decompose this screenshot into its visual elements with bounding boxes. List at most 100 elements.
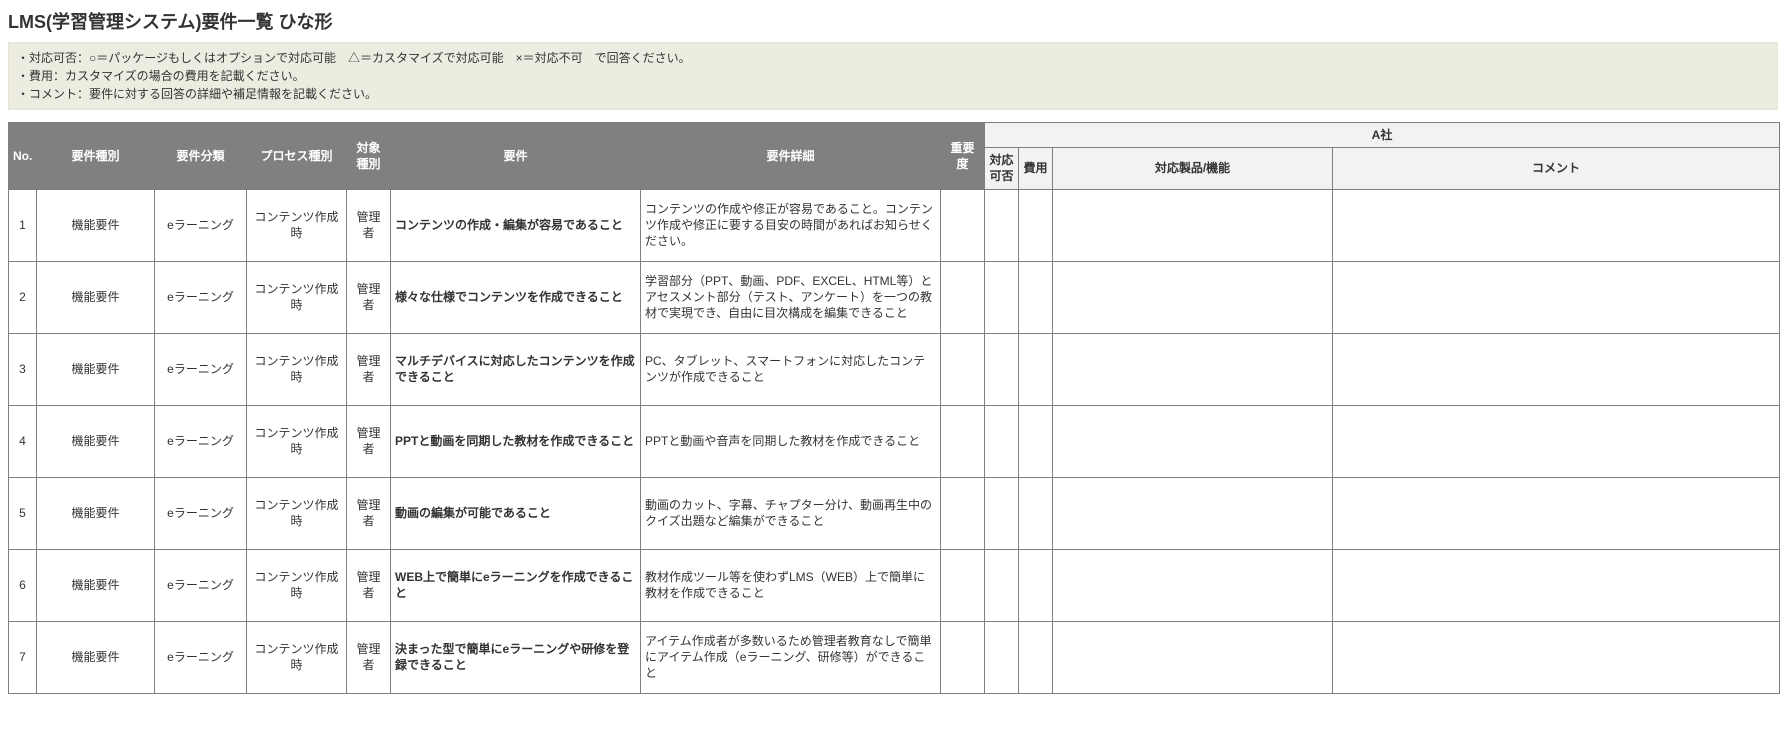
requirements-table: No. 要件種別 要件分類 プロセス種別 対象種別 要件 要件詳細 重要度 A社… [8, 122, 1780, 694]
cell-comment [1333, 189, 1780, 261]
col-supported: 対応可否 [985, 148, 1019, 189]
cell-process-type: コンテンツ作成時 [247, 549, 347, 621]
col-requirement: 要件 [391, 123, 641, 190]
cell-cost [1019, 477, 1053, 549]
cell-req-category: eラーニング [155, 261, 247, 333]
cell-process-type: コンテンツ作成時 [247, 621, 347, 693]
cell-cost [1019, 333, 1053, 405]
cell-comment [1333, 333, 1780, 405]
col-product: 対応製品/機能 [1053, 148, 1333, 189]
cell-supported [985, 549, 1019, 621]
cell-detail: PC、タブレット、スマートフォンに対応したコンテンツが作成できること [641, 333, 941, 405]
cell-detail: 動画のカット、字幕、チャプター分け、動画再生中のクイズ出題など編集ができること [641, 477, 941, 549]
cell-cost [1019, 189, 1053, 261]
notes-box: ・対応可否：○＝パッケージもしくはオプションで対応可能 △＝カスタマイズで対応可… [8, 42, 1778, 110]
cell-no: 3 [9, 333, 37, 405]
cell-detail: 教材作成ツール等を使わずLMS（WEB）上で簡単に教材を作成できること [641, 549, 941, 621]
cell-supported [985, 333, 1019, 405]
col-comment: コメント [1333, 148, 1780, 189]
col-importance: 重要度 [941, 123, 985, 190]
cell-comment [1333, 261, 1780, 333]
col-process-type: プロセス種別 [247, 123, 347, 190]
cell-req-category: eラーニング [155, 189, 247, 261]
cell-comment [1333, 549, 1780, 621]
cell-cost [1019, 261, 1053, 333]
cell-comment [1333, 477, 1780, 549]
cell-req-type: 機能要件 [37, 261, 155, 333]
cell-requirement: コンテンツの作成・編集が容易であること [391, 189, 641, 261]
cell-no: 6 [9, 549, 37, 621]
cell-req-type: 機能要件 [37, 549, 155, 621]
table-row: 4機能要件eラーニングコンテンツ作成時管理者PPTと動画を同期した教材を作成でき… [9, 405, 1780, 477]
cell-target-type: 管理者 [347, 549, 391, 621]
cell-requirement: 様々な仕様でコンテンツを作成できること [391, 261, 641, 333]
cell-cost [1019, 549, 1053, 621]
cell-target-type: 管理者 [347, 621, 391, 693]
cell-product [1053, 189, 1333, 261]
table-row: 3機能要件eラーニングコンテンツ作成時管理者マルチデバイスに対応したコンテンツを… [9, 333, 1780, 405]
cell-req-category: eラーニング [155, 333, 247, 405]
col-vendor-group: A社 [985, 123, 1780, 148]
cell-req-type: 機能要件 [37, 405, 155, 477]
cell-req-category: eラーニング [155, 621, 247, 693]
note-line-3: ・コメント：要件に対する回答の詳細や補足情報を記載ください。 [17, 85, 1769, 103]
col-req-category: 要件分類 [155, 123, 247, 190]
cell-product [1053, 261, 1333, 333]
cell-req-type: 機能要件 [37, 333, 155, 405]
cell-product [1053, 333, 1333, 405]
cell-req-category: eラーニング [155, 549, 247, 621]
cell-importance [941, 621, 985, 693]
cell-supported [985, 405, 1019, 477]
cell-requirement: マルチデバイスに対応したコンテンツを作成できること [391, 333, 641, 405]
table-row: 6機能要件eラーニングコンテンツ作成時管理者WEB上で簡単にeラーニングを作成で… [9, 549, 1780, 621]
cell-process-type: コンテンツ作成時 [247, 477, 347, 549]
cell-product [1053, 549, 1333, 621]
cell-no: 1 [9, 189, 37, 261]
cell-req-category: eラーニング [155, 405, 247, 477]
cell-req-type: 機能要件 [37, 189, 155, 261]
cell-product [1053, 621, 1333, 693]
cell-cost [1019, 621, 1053, 693]
cell-supported [985, 189, 1019, 261]
table-row: 5機能要件eラーニングコンテンツ作成時管理者動画の編集が可能であること動画のカッ… [9, 477, 1780, 549]
note-line-1: ・対応可否：○＝パッケージもしくはオプションで対応可能 △＝カスタマイズで対応可… [17, 49, 1769, 67]
page-title: LMS(学習管理システム)要件一覧 ひな形 [8, 8, 1784, 34]
cell-importance [941, 477, 985, 549]
table-row: 2機能要件eラーニングコンテンツ作成時管理者様々な仕様でコンテンツを作成できるこ… [9, 261, 1780, 333]
cell-supported [985, 261, 1019, 333]
cell-cost [1019, 405, 1053, 477]
cell-target-type: 管理者 [347, 405, 391, 477]
cell-importance [941, 549, 985, 621]
cell-detail: 学習部分（PPT、動画、PDF、EXCEL、HTML等）とアセスメント部分（テス… [641, 261, 941, 333]
col-cost: 費用 [1019, 148, 1053, 189]
cell-no: 2 [9, 261, 37, 333]
cell-importance [941, 333, 985, 405]
col-no: No. [9, 123, 37, 190]
cell-requirement: 動画の編集が可能であること [391, 477, 641, 549]
cell-detail: コンテンツの作成や修正が容易であること。コンテンツ作成や修正に要する目安の時間が… [641, 189, 941, 261]
col-req-type: 要件種別 [37, 123, 155, 190]
cell-importance [941, 405, 985, 477]
cell-req-type: 機能要件 [37, 477, 155, 549]
col-target-type: 対象種別 [347, 123, 391, 190]
cell-no: 5 [9, 477, 37, 549]
note-line-2: ・費用：カスタマイズの場合の費用を記載ください。 [17, 67, 1769, 85]
cell-product [1053, 477, 1333, 549]
cell-detail: PPTと動画や音声を同期した教材を作成できること [641, 405, 941, 477]
cell-req-type: 機能要件 [37, 621, 155, 693]
cell-req-category: eラーニング [155, 477, 247, 549]
cell-requirement: WEB上で簡単にeラーニングを作成できること [391, 549, 641, 621]
cell-target-type: 管理者 [347, 189, 391, 261]
cell-supported [985, 477, 1019, 549]
table-row: 1機能要件eラーニングコンテンツ作成時管理者コンテンツの作成・編集が容易であるこ… [9, 189, 1780, 261]
cell-target-type: 管理者 [347, 477, 391, 549]
cell-no: 4 [9, 405, 37, 477]
cell-process-type: コンテンツ作成時 [247, 333, 347, 405]
cell-process-type: コンテンツ作成時 [247, 405, 347, 477]
cell-detail: アイテム作成者が多数いるため管理者教育なしで簡単にアイテム作成（eラーニング、研… [641, 621, 941, 693]
cell-comment [1333, 405, 1780, 477]
cell-process-type: コンテンツ作成時 [247, 261, 347, 333]
cell-comment [1333, 621, 1780, 693]
cell-no: 7 [9, 621, 37, 693]
cell-target-type: 管理者 [347, 261, 391, 333]
